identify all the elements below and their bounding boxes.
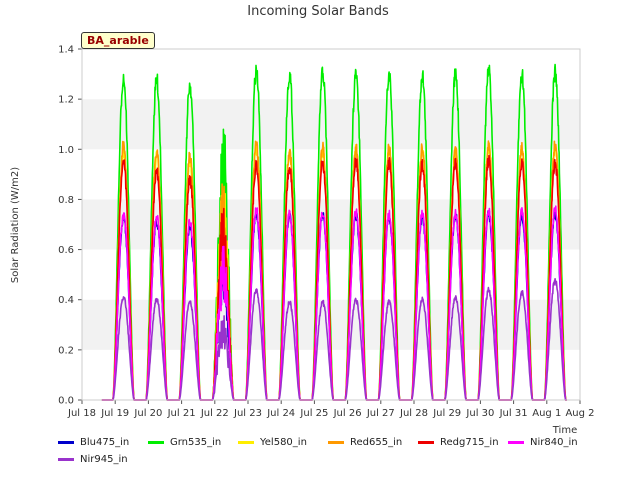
plot-frame <box>81 48 581 401</box>
y-tick-label: 0.4 <box>58 295 74 306</box>
legend-label: Nir840_in <box>530 437 578 448</box>
x-tick-label: Jul 31 <box>499 408 528 419</box>
x-tick-label: Jul 23 <box>233 408 262 419</box>
x-tick-label: Jul 21 <box>167 408 196 419</box>
y-axis-label: Solar Radiation (W/m2) <box>10 167 21 283</box>
y-tick-label: 0.8 <box>58 195 74 206</box>
x-tick-label: Jul 19 <box>100 408 129 419</box>
x-axis-label: Time <box>552 425 577 436</box>
y-tick-label: 0.2 <box>58 345 74 356</box>
grid-band <box>82 99 580 150</box>
y-tick-label: 1.2 <box>58 95 74 106</box>
x-tick-label: Jul 27 <box>366 408 395 419</box>
legend-label: Yel580_in <box>260 437 307 448</box>
legend-label: Grn535_in <box>170 437 222 448</box>
x-tick-label: Jul 18 <box>67 408 96 419</box>
x-tick-label: Jul 22 <box>200 408 229 419</box>
y-tick-label: 1.0 <box>58 145 74 156</box>
legend-item: Grn535_in <box>148 436 221 450</box>
y-tick-label: 0.6 <box>58 245 74 256</box>
grid-bands <box>82 49 580 400</box>
y-tick-label: 0.0 <box>58 396 74 407</box>
legend-item: Blu475_in <box>58 436 129 450</box>
legend-swatch <box>418 440 434 444</box>
legend-item: Red655_in <box>328 436 402 450</box>
x-axis: Jul 18 Jul 19 Jul 20 Jul 21 Jul 22 Jul 23 Jul … <box>67 400 595 419</box>
x-tick-label: Jul 30 <box>465 408 494 419</box>
legend-item: Nir840_in <box>508 436 578 450</box>
x-tick-label: Jul 24 <box>266 408 295 419</box>
x-tick-label: Aug 2 <box>565 408 594 419</box>
y-tick-label: 1.4 <box>58 45 74 56</box>
legend-item: Redg715_in <box>418 436 499 450</box>
legend-label: Redg715_in <box>440 437 499 448</box>
legend-swatch <box>508 440 524 444</box>
legend-swatch <box>148 440 164 444</box>
legend-item: Nir945_in <box>58 453 128 467</box>
legend-swatch <box>58 457 74 461</box>
x-tick-label: Jul 26 <box>333 408 362 419</box>
site-annotation: BA_arable <box>81 32 155 49</box>
chart-title: Incoming Solar Bands <box>247 4 389 19</box>
legend-label: Red655_in <box>350 437 403 448</box>
grid-band <box>82 249 580 300</box>
grid-band <box>82 149 580 200</box>
x-tick-label: Jul 25 <box>299 408 328 419</box>
legend-swatch <box>238 440 254 444</box>
x-tick-label: Jul 28 <box>399 408 428 419</box>
y-axis: 0.0 0.2 0.4 0.6 0.8 1.0 1.2 1.4 <box>58 45 82 407</box>
x-tick-label: Jul 20 <box>133 408 162 419</box>
legend-label: Blu475_in <box>80 437 130 448</box>
legend-swatch <box>328 440 344 444</box>
grid-band <box>82 199 580 250</box>
grid-band <box>82 49 580 100</box>
legend-item: Yel580_in <box>238 436 307 450</box>
legend-label: Nir945_in <box>80 454 128 465</box>
x-tick-label: Jul 29 <box>432 408 461 419</box>
legend-swatch <box>58 440 74 444</box>
x-tick-label: Aug 1 <box>532 408 561 419</box>
